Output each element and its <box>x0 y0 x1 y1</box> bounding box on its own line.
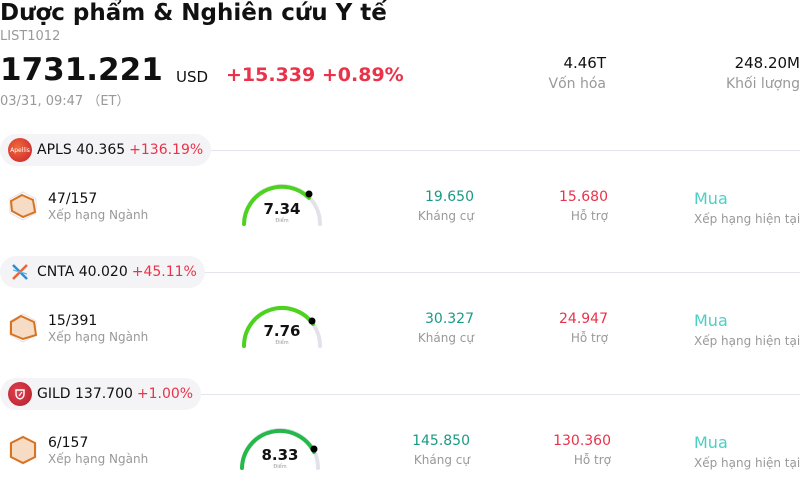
stock-section-cnta: CNTA 40.020 +45.11% 15/391 Xếp hạng Ngàn… <box>0 256 800 378</box>
stock-section-gild: GILD 137.700 +1.00% 6/157 Xếp hạng Ngành… <box>0 378 800 488</box>
market-cap-label: Vốn hóa <box>548 76 606 92</box>
rating-value: Mua <box>694 189 728 208</box>
stock-change-percent: +136.19% <box>129 142 204 158</box>
resistance: 145.850 Kháng cự <box>412 433 470 467</box>
divider <box>0 394 800 395</box>
symbol-price: GILD 137.700 <box>37 386 133 402</box>
support-label: Hỗ trợ <box>573 453 611 467</box>
rank-value: 47/157 <box>48 191 98 207</box>
list-code: LIST1012 <box>0 29 61 44</box>
index-price: 1731.221 <box>0 52 163 88</box>
gauge-arc-icon <box>240 428 320 470</box>
page-title: Dược phẩm & Nghiên cứu Y tế <box>0 0 387 26</box>
stock-pill-cnta[interactable]: CNTA 40.020 +45.11% <box>0 256 205 288</box>
timestamp: 03/31, 09:47 （ET） <box>0 94 130 109</box>
support-label: Hỗ trợ <box>570 209 608 223</box>
score-value: 7.76 <box>263 322 301 340</box>
price-change: +15.339 +0.89% <box>226 64 404 86</box>
currency-label: USD <box>176 68 209 86</box>
rank-value: 6/157 <box>48 435 89 451</box>
rank-value: 15/391 <box>48 313 98 329</box>
resistance: 30.327 Kháng cự <box>418 311 474 345</box>
stock-pill-apls[interactable]: Apellis APLS 40.365 +136.19% <box>0 134 212 166</box>
volume-stat: 248.20M Khối lượng <box>726 54 800 92</box>
rank-label: Xếp hạng Ngành <box>48 452 149 466</box>
symbol-price: CNTA 40.020 <box>37 264 128 280</box>
gauge-arc-icon <box>242 184 322 226</box>
support-value: 15.680 <box>559 189 608 205</box>
rating-value: Mua <box>694 311 728 330</box>
stock-pill-gild[interactable]: GILD 137.700 +1.00% <box>0 378 202 410</box>
resistance-label: Kháng cự <box>417 331 474 345</box>
change-percent: +0.89% <box>321 64 404 86</box>
stock-section-apls: Apellis APLS 40.365 +136.19% 47/157 Xếp … <box>0 134 800 256</box>
support: 15.680 Hỗ trợ <box>559 189 608 223</box>
current-rating: Mua Xếp hạng hiện tại <box>694 433 800 470</box>
support-value: 130.360 <box>553 433 611 449</box>
resistance-label: Kháng cự <box>417 209 474 223</box>
score-gauge: 7.34 Điểm <box>240 180 330 230</box>
change-value: +15.339 <box>226 64 316 86</box>
logo-text: Apellis <box>10 146 30 154</box>
gilead-logo-icon <box>8 382 32 406</box>
industry-rank: 15/391 Xếp hạng Ngành <box>48 313 148 344</box>
market-cap-value: 4.46T <box>563 54 606 72</box>
industry-rank: 6/157 Xếp hạng Ngành <box>48 435 148 466</box>
rating-label: Xếp hạng hiện tại <box>694 334 800 348</box>
resistance-value: 30.327 <box>425 311 474 327</box>
industry-rank: 47/157 Xếp hạng Ngành <box>48 191 148 222</box>
radar-chart-icon <box>9 191 37 221</box>
resistance-value: 145.850 <box>412 433 470 449</box>
score-gauge: 8.33 Điểm <box>238 424 328 474</box>
support-label: Hỗ trợ <box>570 331 608 345</box>
score-label: Điểm <box>275 218 289 224</box>
resistance-value: 19.650 <box>425 189 474 205</box>
rating-value: Mua <box>694 433 728 452</box>
rank-label: Xếp hạng Ngành <box>48 330 149 344</box>
resistance: 19.650 Kháng cự <box>418 189 474 223</box>
symbol-price: APLS 40.365 <box>37 142 126 158</box>
score-value: 8.33 <box>261 446 299 464</box>
centessa-logo-icon <box>8 260 32 284</box>
score-label: Điểm <box>273 464 287 470</box>
market-cap-stat: 4.46T Vốn hóa <box>549 54 606 92</box>
support: 130.360 Hỗ trợ <box>553 433 611 467</box>
stock-change-percent: +1.00% <box>136 386 194 402</box>
gauge-arc-icon <box>242 305 322 348</box>
resistance-label: Kháng cự <box>413 453 470 467</box>
volume-label: Khối lượng <box>725 76 800 92</box>
divider <box>0 150 800 151</box>
rank-label: Xếp hạng Ngành <box>48 208 149 222</box>
volume-value: 248.20M <box>734 54 800 72</box>
current-rating: Mua Xếp hạng hiện tại <box>694 189 800 226</box>
divider <box>0 272 800 273</box>
score-label: Điểm <box>275 340 289 346</box>
radar-chart-icon <box>9 313 38 343</box>
stock-change-percent: +45.11% <box>131 264 197 280</box>
rating-label: Xếp hạng hiện tại <box>694 212 800 226</box>
rating-label: Xếp hạng hiện tại <box>694 456 800 470</box>
support-value: 24.947 <box>559 311 608 327</box>
support: 24.947 Hỗ trợ <box>559 311 608 345</box>
apellis-logo-icon: Apellis <box>8 138 32 162</box>
radar-chart-icon <box>9 435 37 465</box>
current-rating: Mua Xếp hạng hiện tại <box>694 311 800 348</box>
score-gauge: 7.76 Điểm <box>240 302 330 352</box>
score-value: 7.34 <box>263 200 301 218</box>
